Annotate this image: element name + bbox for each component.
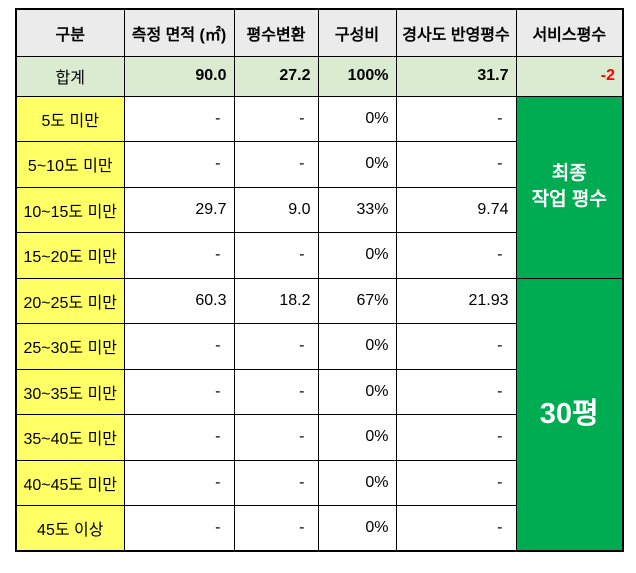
cell-area: - <box>123 459 235 506</box>
header-composition-ratio: 구성비 <box>317 8 397 57</box>
cell-pyeong: 18.2 <box>233 277 319 324</box>
row-label: 30~35도 미만 <box>15 368 125 415</box>
total-service-pyeong: -2 <box>515 55 624 97</box>
cell-ratio: 0% <box>317 368 397 415</box>
row-label: 15~20도 미만 <box>15 232 125 279</box>
cell-area: - <box>123 323 235 370</box>
cell-area: - <box>123 95 235 142</box>
row-label: 40~45도 미만 <box>15 459 125 506</box>
table-row: 35~40도 미만 - - 0% - <box>15 414 623 461</box>
header-service-pyeong: 서비스평수 <box>515 8 624 57</box>
total-pyeong-cell: 30평 <box>515 277 624 552</box>
cell-slope-pyeong: - <box>395 459 517 506</box>
cell-slope-pyeong: - <box>395 368 517 415</box>
cell-pyeong: - <box>233 95 319 142</box>
total-row: 합계 90.0 27.2 100% 31.7 -2 <box>15 55 624 97</box>
final-work-pyeong-line2: 작업 평수 <box>531 189 607 210</box>
table-row: 5도 미만 - - 0% - 최종 작업 평수 <box>15 95 624 279</box>
cell-area: - <box>123 141 235 188</box>
cell-ratio: 0% <box>317 459 397 506</box>
cell-ratio: 0% <box>317 141 397 188</box>
cell-slope-pyeong: - <box>395 323 517 370</box>
table-row: 30~35도 미만 - - 0% - <box>15 368 623 415</box>
cell-slope-pyeong: - <box>395 414 517 461</box>
cell-slope-pyeong: 9.74 <box>395 186 517 233</box>
cell-area: - <box>123 505 235 552</box>
cell-area: - <box>123 368 235 415</box>
table-row: 45도 이상 - - 0% - <box>15 505 623 552</box>
row-label: 20~25도 미만 <box>15 277 125 324</box>
row-label: 5~10도 미만 <box>15 141 125 188</box>
cell-area: - <box>123 232 235 279</box>
total-label: 합계 <box>15 55 125 97</box>
cell-slope-pyeong: 21.93 <box>395 277 517 324</box>
cell-pyeong: - <box>233 232 319 279</box>
cell-pyeong: - <box>233 505 319 552</box>
cell-pyeong: - <box>233 141 319 188</box>
table-row: 40~45도 미만 - - 0% - <box>15 459 623 506</box>
row-label: 5도 미만 <box>15 95 125 142</box>
table-row: 25~30도 미만 - - 0% - <box>15 323 623 370</box>
row-label: 10~15도 미만 <box>15 186 125 233</box>
cell-ratio: 0% <box>317 505 397 552</box>
cell-slope-pyeong: - <box>395 141 517 188</box>
cell-pyeong: 9.0 <box>233 186 319 233</box>
table-row: 20~25도 미만 60.3 18.2 67% 21.93 30평 <box>15 277 624 552</box>
cell-ratio: 0% <box>317 323 397 370</box>
header-pyeong-conversion: 평수변환 <box>233 8 319 57</box>
cell-ratio: 67% <box>317 277 397 324</box>
table-row: 10~15도 미만 29.7 9.0 33% 9.74 <box>15 186 623 233</box>
header-slope-adjusted-pyeong: 경사도 반영평수 <box>395 8 517 57</box>
cell-ratio: 33% <box>317 186 397 233</box>
final-work-pyeong-cell: 최종 작업 평수 <box>515 95 624 279</box>
cell-area: 29.7 <box>123 186 235 233</box>
cell-ratio: 0% <box>317 232 397 279</box>
total-ratio: 100% <box>317 55 397 97</box>
cell-ratio: 0% <box>317 414 397 461</box>
final-work-pyeong-line1: 최종 <box>551 163 587 185</box>
cell-slope-pyeong: - <box>395 95 517 142</box>
cell-pyeong: - <box>233 459 319 506</box>
table-row: 5~10도 미만 - - 0% - <box>15 141 623 188</box>
header-row: 구분 측정 면적 (㎡) 평수변환 구성비 경사도 반영평수 서비스평수 <box>15 8 624 57</box>
total-area: 90.0 <box>123 55 235 97</box>
cell-area: 60.3 <box>123 277 235 324</box>
cell-area: - <box>123 414 235 461</box>
cell-slope-pyeong: - <box>395 232 517 279</box>
cell-ratio: 0% <box>317 95 397 142</box>
slope-area-table: 구분 측정 면적 (㎡) 평수변환 구성비 경사도 반영평수 서비스평수 합계 … <box>15 8 624 552</box>
row-label: 45도 이상 <box>15 505 125 552</box>
cell-slope-pyeong: - <box>395 505 517 552</box>
header-category: 구분 <box>15 8 125 57</box>
cell-pyeong: - <box>233 368 319 415</box>
total-pyeong: 27.2 <box>233 55 319 97</box>
cell-pyeong: - <box>233 323 319 370</box>
cell-pyeong: - <box>233 414 319 461</box>
total-slope-pyeong: 31.7 <box>395 55 517 97</box>
header-measured-area: 측정 면적 (㎡) <box>123 8 235 57</box>
row-label: 35~40도 미만 <box>15 414 125 461</box>
row-label: 25~30도 미만 <box>15 323 125 370</box>
